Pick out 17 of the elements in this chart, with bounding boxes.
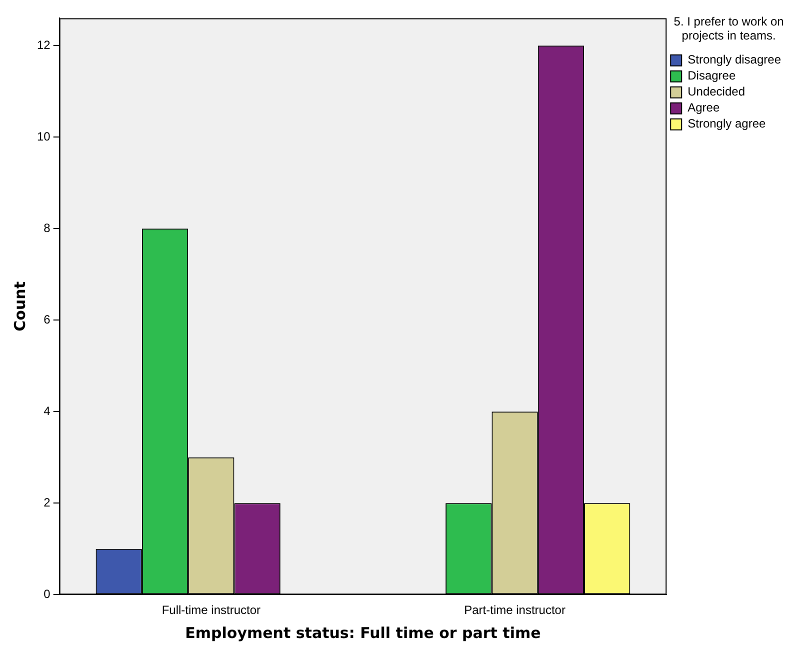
x-tick-label: Part-time instructor xyxy=(464,603,566,618)
x-axis-title: Employment status: Full time or part time xyxy=(185,624,541,642)
y-tick-label: 6 xyxy=(44,312,51,326)
y-tick-label: 8 xyxy=(44,220,51,235)
y-tick-label: 4 xyxy=(44,404,51,418)
legend-label: Undecided xyxy=(688,84,745,99)
legend-label: Strongly agree xyxy=(688,116,766,131)
legend-label: Agree xyxy=(688,100,720,115)
legend-label: Disagree xyxy=(688,68,736,83)
y-axis-title: Count xyxy=(10,281,29,332)
legend-title: 5. I prefer to work on projects in teams. xyxy=(674,14,784,42)
legend-label: Strongly disagree xyxy=(688,52,782,67)
y-tick-label: 12 xyxy=(36,38,51,52)
y-tick-label: 2 xyxy=(44,495,51,510)
x-tick-label: Full-time instructor xyxy=(162,603,261,618)
y-tick-label: 10 xyxy=(36,129,51,144)
y-tick-label: 0 xyxy=(44,586,51,601)
